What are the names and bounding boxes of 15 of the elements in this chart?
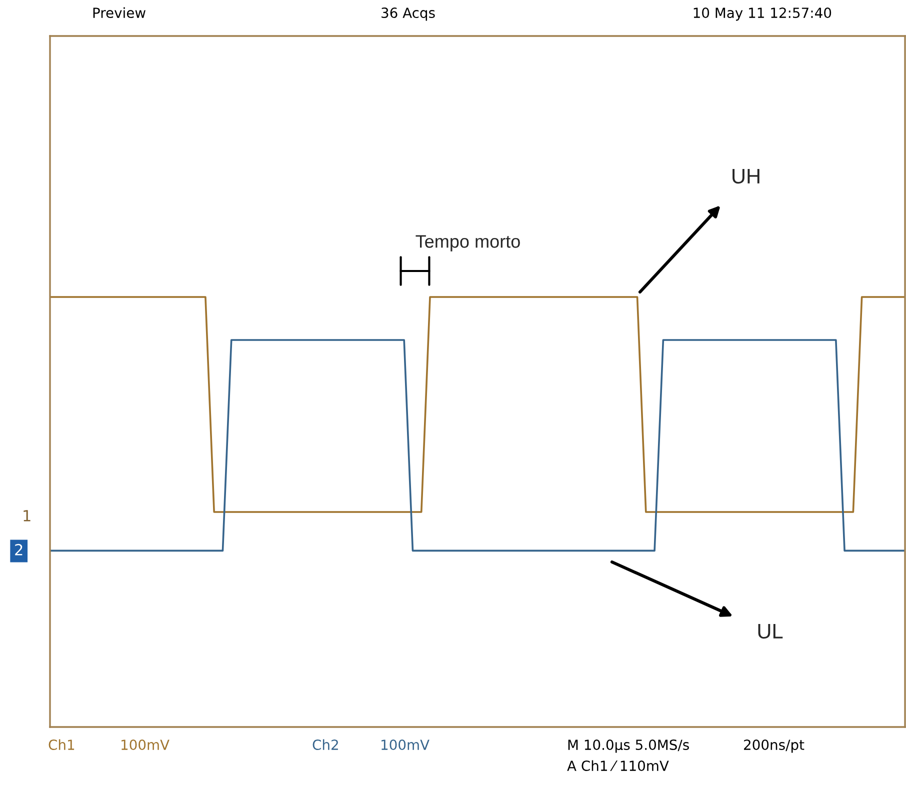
text: 100mV <box>122 740 170 750</box>
text: 200ns/pt <box>744 740 804 753</box>
text: 10 May 11 12:57:40 <box>694 8 832 21</box>
text: Ch1 <box>48 739 74 750</box>
text: Ch2 <box>312 739 338 750</box>
text: M 10.0µs 5.0MS/s <box>568 740 689 753</box>
annotation: UL <box>758 624 783 639</box>
text: A Ch1 ⁄ 110mV <box>567 760 669 772</box>
text: 2 <box>15 544 22 556</box>
text: 100mV <box>382 740 430 750</box>
text: UH <box>732 169 760 184</box>
text: 36 Acqs <box>382 8 435 21</box>
text: Preview <box>93 7 146 18</box>
text: Tempo morto <box>416 235 520 252</box>
text: 1 <box>24 510 30 522</box>
